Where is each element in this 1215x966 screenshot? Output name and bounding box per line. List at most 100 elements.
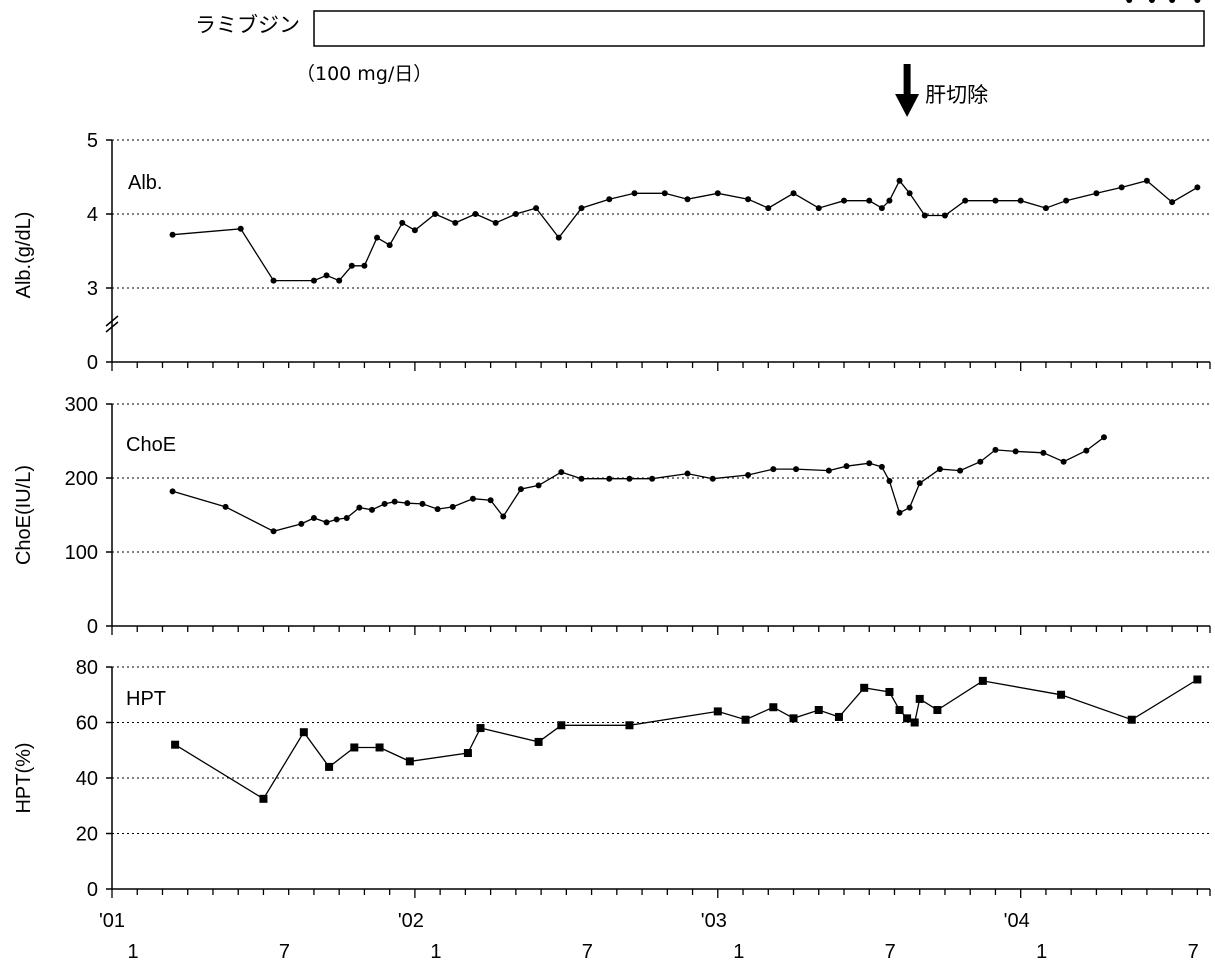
data-point — [793, 466, 800, 473]
x-year-label: '03 — [701, 910, 727, 932]
data-point — [769, 703, 778, 712]
data-point — [374, 234, 381, 241]
data-point — [625, 721, 634, 730]
data-point — [1193, 675, 1202, 684]
x-year-label: '04 — [1004, 910, 1030, 932]
data-point — [270, 528, 277, 535]
data-point — [1169, 0, 1176, 3]
x-month-label: 7 — [885, 941, 896, 963]
data-point — [463, 749, 472, 758]
data-point — [1057, 690, 1066, 699]
axis-break-mark — [105, 321, 119, 333]
y-tick-label: 100 — [65, 542, 98, 564]
data-point — [906, 190, 913, 197]
data-point — [404, 500, 411, 507]
series-line — [174, 678, 1198, 800]
data-point — [886, 477, 893, 484]
data-point — [500, 513, 507, 520]
data-point — [1148, 0, 1155, 3]
down-arrow-icon — [895, 64, 920, 117]
panel-choe: 0 100 200 300 ChoE(IU/L) ChoE — [13, 0, 1211, 638]
data-point — [356, 504, 363, 511]
data-point — [419, 500, 426, 507]
y-tick-label: 60 — [76, 713, 98, 735]
data-point — [915, 694, 924, 703]
data-point — [886, 197, 893, 204]
data-point — [606, 196, 613, 203]
data-point — [878, 205, 885, 212]
x-month-label: 1 — [733, 941, 744, 963]
series-line — [172, 179, 1198, 282]
x-month-label: 1 — [127, 941, 138, 963]
y-tick-label: 20 — [76, 824, 98, 846]
drug-header: ラミブジン （100 mg/日） — [195, 10, 1205, 85]
data-point — [323, 519, 330, 526]
data-point — [333, 516, 340, 523]
panel-hpt: 0 20 40 60 80 HPT(%) HPT — [13, 657, 1211, 901]
data-point — [878, 463, 885, 470]
data-point — [350, 743, 359, 752]
data-point — [770, 466, 777, 473]
data-point — [1194, 0, 1201, 3]
data-point — [558, 469, 565, 476]
data-point — [336, 277, 343, 284]
data-point — [492, 219, 499, 226]
data-point — [368, 506, 375, 513]
x-year-label: '02 — [398, 910, 424, 932]
data-point — [606, 475, 613, 482]
x-month-label: 1 — [430, 941, 441, 963]
data-point — [834, 712, 843, 721]
data-point — [885, 687, 894, 696]
data-point — [1127, 715, 1136, 724]
data-point — [535, 482, 542, 489]
data-point — [310, 277, 317, 284]
data-point — [626, 475, 633, 482]
data-point — [1169, 199, 1176, 206]
data-point — [992, 446, 999, 453]
data-point — [578, 205, 585, 212]
data-point — [487, 497, 494, 504]
y-tick-label: 200 — [65, 468, 98, 490]
data-point — [476, 724, 485, 733]
data-point — [941, 212, 948, 219]
data-point — [534, 737, 543, 746]
data-point — [452, 219, 459, 226]
data-point — [910, 718, 919, 727]
data-point — [936, 466, 943, 473]
y-tick-label: 0 — [87, 879, 98, 901]
data-point — [298, 520, 305, 527]
data-point — [469, 495, 476, 502]
data-point — [843, 463, 850, 470]
x-year-label: '01 — [99, 910, 125, 932]
y-axis-title: ChoE(IU/L) — [13, 465, 35, 565]
drug-label: ラミブジン — [195, 13, 300, 37]
panel-alb: 0 3 4 5 Alb.(g/dL) Alb. — [13, 130, 1211, 374]
data-point — [649, 475, 656, 482]
data-point — [896, 509, 903, 516]
data-point — [557, 721, 566, 730]
data-point — [405, 757, 414, 766]
data-point — [411, 227, 418, 234]
data-point — [1017, 197, 1024, 204]
data-point — [578, 475, 585, 482]
data-point — [814, 706, 823, 715]
data-point — [381, 500, 388, 507]
data-point — [391, 498, 398, 505]
data-point — [1083, 447, 1090, 454]
data-point — [815, 205, 822, 212]
data-point — [661, 190, 668, 197]
data-point — [434, 506, 441, 513]
data-point — [765, 205, 772, 212]
data-point — [866, 197, 873, 204]
data-point — [1093, 190, 1100, 197]
data-point — [169, 231, 176, 238]
y-tick-label: 80 — [76, 657, 98, 679]
data-point — [299, 728, 308, 737]
data-point — [992, 197, 999, 204]
x-month-label: 7 — [582, 941, 593, 963]
data-point — [745, 472, 752, 479]
axis-break-mark — [105, 315, 119, 327]
data-point — [386, 242, 393, 249]
data-point — [323, 272, 330, 279]
